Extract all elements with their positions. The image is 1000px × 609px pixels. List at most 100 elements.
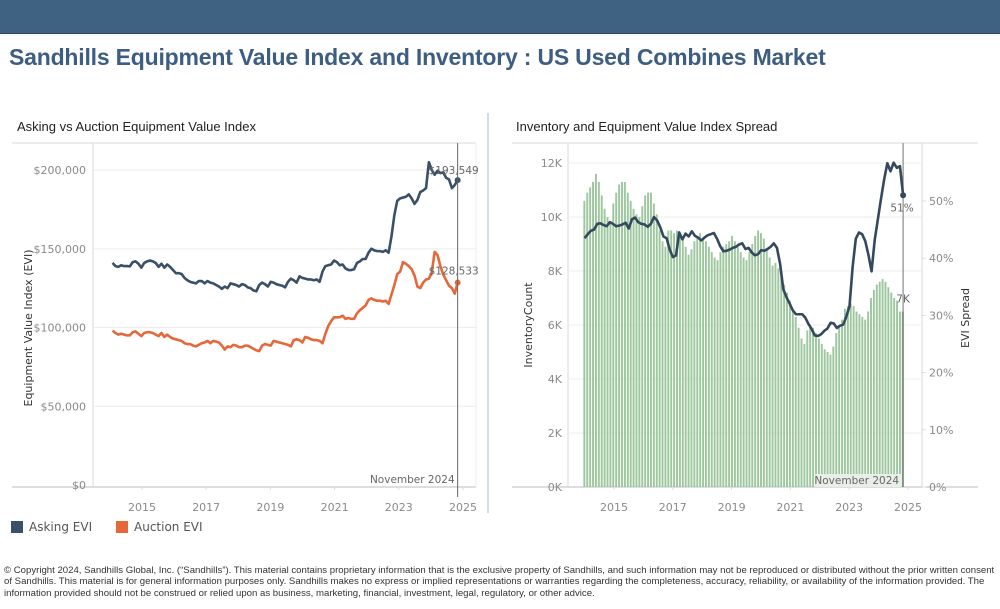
y-tick-label: $100,000 <box>34 322 87 335</box>
x-tick-label: 2019 <box>718 501 746 514</box>
reference-line-label: November 2024 <box>370 474 455 486</box>
inventory-bar <box>635 214 638 488</box>
inventory-bar <box>583 200 586 488</box>
inventory-bar <box>606 217 609 487</box>
inventory-bar <box>719 252 722 487</box>
x-tick-label: 2017 <box>659 501 687 514</box>
y-tick-label: 6K <box>548 319 563 332</box>
auction-evi-line <box>111 250 459 353</box>
inventory-bar <box>815 333 817 487</box>
inventory-bar <box>623 181 626 487</box>
inventory-bar <box>867 311 870 487</box>
inventory-bar <box>826 352 829 487</box>
legend-auction[interactable]: Auction EVI <box>116 520 203 534</box>
inventory-bar <box>731 235 733 487</box>
y-tick-label: 4K <box>548 373 563 386</box>
asking-end-label: $193,549 <box>429 165 479 177</box>
spread-end-label: 51% <box>890 202 913 214</box>
x-tick-label: 2025 <box>894 501 922 514</box>
auction-swatch-icon <box>116 521 128 533</box>
inventory-bar <box>809 325 812 487</box>
inventory-bar <box>843 308 846 487</box>
inventory-bar <box>800 338 803 487</box>
inventory-bar <box>777 268 780 487</box>
y2-tick-label: 0% <box>929 481 946 494</box>
inventory-bar <box>838 325 841 487</box>
inventory-bar <box>716 260 719 487</box>
x-tick-label: 2017 <box>192 501 220 514</box>
y-tick-label: 10K <box>541 211 563 224</box>
y-tick-label: 12K <box>541 157 563 170</box>
inventory-bar <box>870 298 872 487</box>
y2-tick-label: 40% <box>929 252 953 265</box>
y-tick-label: $50,000 <box>41 400 87 413</box>
inventory-bar <box>664 246 667 487</box>
left-chart-title: Asking vs Auction Equipment Value Index <box>17 119 256 134</box>
right-chart-title: Inventory and Equipment Value Index Spre… <box>516 119 778 134</box>
inventory-bar <box>884 281 887 487</box>
x-tick-label: 2015 <box>128 501 156 514</box>
inventory-bar <box>592 181 595 487</box>
y-tick-label: 2K <box>548 427 563 440</box>
inventory-bar <box>754 235 757 487</box>
x-tick-label: 2025 <box>449 501 477 514</box>
inventory-bar <box>742 257 745 487</box>
inventory-bar <box>841 319 844 487</box>
inventory-bar <box>786 292 789 487</box>
inventory-bar <box>745 260 748 487</box>
inventory-bar <box>783 284 786 487</box>
right-y-axis-title: InventoryCount <box>522 282 535 368</box>
inventory-bar <box>652 203 655 487</box>
inventory-bar <box>861 316 864 487</box>
inventory-bar <box>803 343 806 487</box>
inventory-bar <box>898 311 901 487</box>
x-tick-label: 2023 <box>835 501 863 514</box>
inventory-bar <box>771 265 774 487</box>
inventory-bar <box>852 306 855 487</box>
inventory-bar <box>788 300 791 487</box>
inventory-spread-chart: 0K 2K 4K 6K 8K 10K 12K 0% 10% 20% 30% 40% 50% 2015 2… <box>512 142 978 514</box>
inventory-bar <box>655 214 658 488</box>
inventory-bar <box>710 252 713 487</box>
asking-vs-auction-chart: $0 $50,000 $100,000 $150,000 $200,000 2015 20… <box>12 142 479 514</box>
inventory-bar <box>733 241 736 487</box>
inventory-bar <box>612 203 615 487</box>
inventory-bar <box>638 217 641 487</box>
y-tick-label: $200,000 <box>34 164 87 177</box>
inventory-bar <box>597 181 600 487</box>
x-tick-label: 2021 <box>321 501 349 514</box>
inventory-bar <box>600 195 603 487</box>
right-y2-axis-title: EVI Spread <box>959 288 972 348</box>
inventory-bar <box>774 262 777 487</box>
inventory-bar <box>684 246 687 487</box>
inventory-bar <box>806 330 809 487</box>
inventory-bar <box>823 349 826 487</box>
inventory-bar <box>649 192 652 487</box>
inventory-bar <box>896 300 899 487</box>
y2-tick-label: 50% <box>929 195 953 208</box>
x-tick-label: 2015 <box>600 501 628 514</box>
x-tick-label: 2021 <box>776 501 804 514</box>
inventory-bar <box>890 292 893 487</box>
inventory-bar <box>693 241 696 487</box>
inventory-bar <box>609 222 612 487</box>
y-tick-label: $0 <box>72 479 86 492</box>
inventory-bar <box>644 195 647 487</box>
y-tick-label: 8K <box>548 265 563 278</box>
inventory-bar <box>725 244 728 487</box>
inventory-bar <box>878 281 881 487</box>
inventory-bar <box>615 192 618 487</box>
inventory-bar <box>794 316 797 487</box>
inventory-bar <box>832 346 835 487</box>
inventory-bar <box>864 319 867 487</box>
inventory-bar <box>791 308 794 487</box>
inventory-bar <box>589 187 592 488</box>
inventory-bar <box>887 287 890 487</box>
inventory-bar <box>722 246 725 487</box>
legend-auction-label: Auction EVI <box>134 520 203 534</box>
inventory-bar <box>681 238 684 487</box>
inventory-bar <box>678 233 681 487</box>
x-tick-label: 2023 <box>385 501 413 514</box>
inventory-bar <box>829 354 832 487</box>
legend-asking[interactable]: Asking EVI <box>11 520 92 534</box>
